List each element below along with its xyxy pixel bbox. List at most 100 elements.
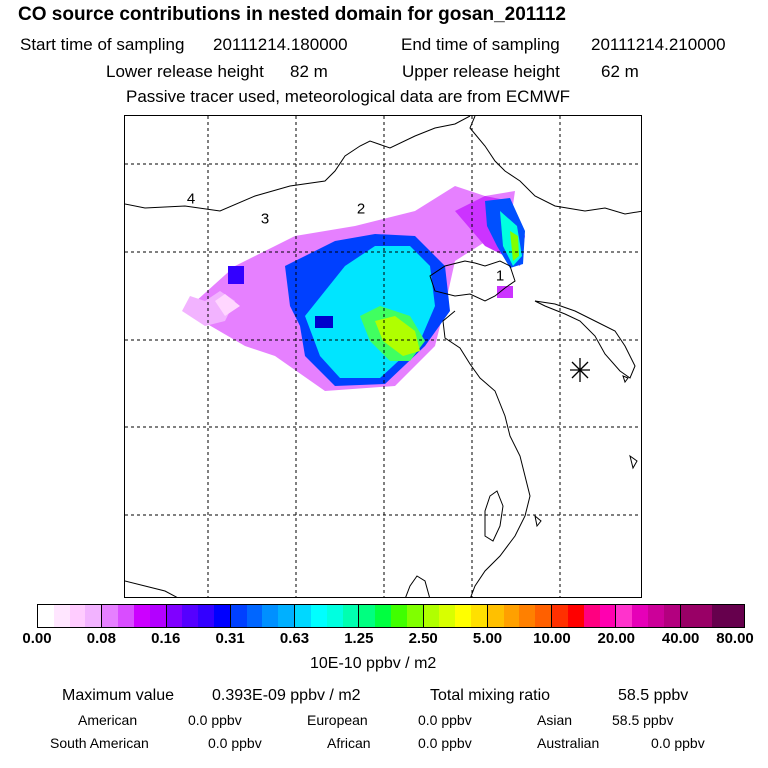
region-value-american: 0.0 ppbv <box>188 712 242 728</box>
colorbar-cell <box>616 605 633 627</box>
colorbar-tick-label: 0.08 <box>86 630 116 647</box>
colorbar-cell <box>680 605 713 627</box>
colorbar-cell <box>423 605 440 627</box>
colorbar-cell <box>712 605 744 627</box>
upper-release-value: 62 m <box>601 62 639 81</box>
colorbar-cell <box>599 605 616 627</box>
colorbar-cell <box>519 605 536 627</box>
colorbar-cell <box>632 605 649 627</box>
colorbar-group <box>680 605 744 627</box>
region-label-4: 4 <box>186 190 196 208</box>
colorbar <box>37 604 745 628</box>
colorbar-tick-label: 20.00 <box>597 630 636 647</box>
colorbar-cell <box>439 605 456 627</box>
concentration-plume <box>182 186 525 391</box>
region-label-2: 2 <box>356 200 366 218</box>
region-name-american: American <box>78 712 138 728</box>
colorbar-cell <box>342 605 359 627</box>
colorbar-cell <box>85 605 102 627</box>
lower-release-value: 82 m <box>290 62 328 81</box>
colorbar-cell <box>326 605 343 627</box>
colorbar-cell <box>133 605 150 627</box>
colorbar-group <box>552 605 617 627</box>
colorbar-cell <box>53 605 70 627</box>
lower-release-label: Lower release height <box>106 62 264 81</box>
colorbar-cell <box>455 605 472 627</box>
colorbar-cell <box>487 605 504 627</box>
colorbar-cell <box>648 605 664 627</box>
colorbar-cell <box>166 605 183 627</box>
region-value-asian: 58.5 ppbv <box>612 712 674 728</box>
colorbar-cell <box>310 605 327 627</box>
colorbar-tick-label: 10.00 <box>533 630 571 647</box>
colorbar-cell <box>471 605 487 627</box>
colorbar-cell <box>262 605 279 627</box>
colorbar-cell <box>198 605 214 627</box>
end-time-label: End time of sampling <box>401 35 560 54</box>
region-name-african: African <box>327 735 371 751</box>
total-mixing-value: 58.5 ppbv <box>618 687 689 704</box>
coastlines <box>125 116 641 597</box>
colorbar-group <box>102 605 167 627</box>
colorbar-cell <box>406 605 423 627</box>
colorbar-group <box>616 605 681 627</box>
map-canvas <box>125 116 641 597</box>
colorbar-cell <box>38 605 54 627</box>
colorbar-tick-label: 2.50 <box>408 630 438 647</box>
start-time-label: Start time of sampling <box>20 35 185 54</box>
colorbar-cell <box>182 605 199 627</box>
colorbar-cell <box>390 605 407 627</box>
colorbar-cell <box>295 605 311 627</box>
colorbar-cell <box>359 605 376 627</box>
region-name-asian: Asian <box>537 712 573 728</box>
region-label-1: 1 <box>495 267 505 285</box>
region-value-australian: 0.0 ppbv <box>651 735 705 751</box>
map-title: CO source contributions in nested domain… <box>18 4 566 25</box>
upper-release-label: Upper release height <box>402 62 560 81</box>
max-value-label: Maximum value <box>62 687 175 704</box>
colorbar-cell <box>583 605 600 627</box>
region-value-south-american: 0.0 ppbv <box>208 735 262 751</box>
colorbar-cell <box>375 605 391 627</box>
colorbar-cell <box>213 605 230 627</box>
colorbar-units: 10E-10 ppbv / m2 <box>310 655 437 672</box>
region-name-australian: Australian <box>537 735 600 751</box>
colorbar-cell <box>567 605 584 627</box>
colorbar-group <box>487 605 553 627</box>
colorbar-cell <box>102 605 119 627</box>
receptor-star-icon <box>570 358 590 382</box>
region-name-european: European <box>307 712 368 728</box>
region-name-south-american: South American <box>50 735 149 751</box>
total-mixing-label: Total mixing ratio <box>430 687 551 704</box>
lat-lon-grid <box>125 116 641 597</box>
start-time-value: 20111214.180000 <box>213 35 348 54</box>
colorbar-group <box>423 605 488 627</box>
map-panel: 1 2 3 4 <box>124 115 642 598</box>
colorbar-cell <box>663 605 680 627</box>
colorbar-cell <box>503 605 520 627</box>
colorbar-group <box>230 605 296 627</box>
region-value-european: 0.0 ppbv <box>418 712 472 728</box>
colorbar-tick-label: 40.00 <box>661 630 700 647</box>
colorbar-cell <box>246 605 263 627</box>
colorbar-group <box>166 605 231 627</box>
region-label-3: 3 <box>260 210 270 228</box>
colorbar-tick-label: 5.00 <box>472 630 503 647</box>
colorbar-cell <box>118 605 134 627</box>
colorbar-group <box>359 605 424 627</box>
colorbar-tick-label: 0.16 <box>151 630 181 647</box>
colorbar-tick-label: 0.31 <box>215 630 245 647</box>
colorbar-cell <box>69 605 86 627</box>
colorbar-tick-label: 0.63 <box>279 630 310 647</box>
colorbar-cell <box>552 605 568 627</box>
colorbar-cell <box>278 605 295 627</box>
region-value-african: 0.0 ppbv <box>418 735 472 751</box>
tracer-note: Passive tracer used, meteorological data… <box>126 87 571 106</box>
max-value: 0.393E-09 ppbv / m2 <box>212 687 361 704</box>
colorbar-tick-label: 80.00 <box>716 630 754 647</box>
colorbar-group <box>295 605 360 627</box>
colorbar-group <box>38 605 103 627</box>
colorbar-cell <box>230 605 247 627</box>
colorbar-cell <box>149 605 166 627</box>
colorbar-tick-label: 0.00 <box>22 630 52 647</box>
